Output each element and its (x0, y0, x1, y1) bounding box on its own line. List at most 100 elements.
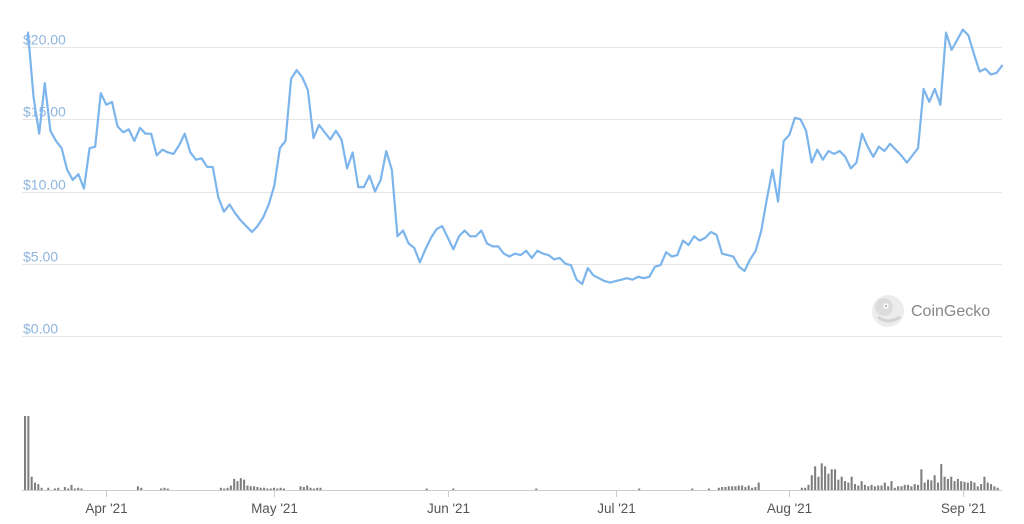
volume-bar (880, 485, 883, 490)
volume-bar (837, 479, 840, 490)
volume-bar (744, 487, 747, 490)
volume-bar (986, 482, 989, 490)
y-tick-label: $20.00 (23, 32, 66, 48)
volume-bar (960, 481, 963, 490)
volume-bar (903, 484, 906, 490)
volume-bar (37, 484, 40, 490)
volume-bar (269, 488, 272, 490)
volume-bar (246, 485, 249, 490)
volume-bar (757, 482, 760, 490)
volume-bar (824, 466, 827, 490)
volume-bar (80, 488, 83, 490)
volume-bar (70, 484, 73, 490)
volume-bar (970, 481, 973, 490)
volume-bar (966, 482, 969, 490)
volume-bar (302, 487, 305, 490)
volume-bar (963, 481, 966, 490)
volume-bar (863, 484, 866, 490)
volume-bar (67, 488, 70, 490)
volume-bar (890, 481, 893, 490)
volume-bar (907, 484, 910, 490)
volume-bar (893, 487, 896, 490)
volume-bar (259, 487, 262, 490)
volume-bar (691, 488, 694, 490)
volume-bar (727, 486, 730, 490)
volume-bar (860, 481, 863, 490)
volume-bar (953, 481, 956, 490)
volume-bar (312, 488, 315, 490)
volume-bar (741, 485, 744, 490)
volume-bar (897, 486, 900, 490)
volume-bar (638, 488, 641, 490)
volume-bar (956, 478, 959, 490)
volume-bar (299, 486, 302, 490)
volume-bar (535, 488, 538, 490)
x-tick-label: Jun '21 (427, 501, 470, 516)
volume-bar (309, 487, 312, 490)
volume-bar (920, 469, 923, 490)
volume-bar (724, 487, 727, 490)
volume-bar (983, 476, 986, 490)
volume-bar (840, 476, 843, 490)
x-tick-label: May '21 (251, 501, 298, 516)
volume-bar (256, 487, 259, 490)
volume-bar (77, 487, 80, 490)
volume-bar (877, 485, 880, 490)
volume-bar (239, 478, 242, 490)
volume-bar (843, 481, 847, 490)
volume-bar (233, 478, 236, 490)
volume-bar (930, 480, 933, 490)
volume-bar (731, 486, 734, 490)
volume-bar (807, 484, 810, 490)
volume-bar (276, 488, 279, 490)
volume-bar (229, 485, 232, 490)
volume-bar (737, 485, 740, 490)
volume-bar (867, 486, 870, 490)
volume-bar (253, 486, 256, 490)
volume-bars (24, 416, 999, 490)
volume-bar (943, 476, 946, 490)
volume-bar (316, 487, 319, 490)
volume-bar (754, 487, 757, 490)
volume-bar (917, 484, 920, 490)
volume-bar (873, 486, 876, 490)
volume-bar (166, 488, 169, 490)
price-line (26, 28, 1004, 286)
volume-bar (73, 488, 76, 490)
volume-bar (226, 487, 229, 490)
volume-bar (751, 487, 754, 490)
volume-bar (870, 484, 873, 490)
volume-bar (946, 478, 949, 490)
volume-bar (900, 486, 903, 490)
volume-bar (236, 481, 239, 490)
volume-bar (817, 476, 820, 490)
volume-bar (425, 488, 428, 490)
price-line-layer (26, 28, 1004, 286)
volume-bar (452, 488, 455, 490)
volume-bar (223, 488, 226, 490)
volume-bar (282, 488, 285, 490)
x-axis-ticks: Apr '21 May '21 Jun '21 Jul '21 Aug '21 Sep '… (85, 490, 986, 516)
volume-bar (827, 473, 830, 490)
volume-bar (996, 487, 999, 490)
volume-bar (33, 482, 37, 490)
volume-bar (160, 488, 163, 490)
volume-bar (800, 487, 803, 490)
volume-bar (830, 469, 833, 490)
volume-bar (847, 482, 850, 490)
y-tick-label: $10.00 (23, 177, 66, 193)
grid-lines (22, 47, 1002, 337)
y-axis-labels: $20.00 $15.00 $10.00 $5.00 $0.00 (23, 32, 66, 337)
volume-bar (850, 476, 853, 490)
volume-bar (30, 476, 33, 490)
x-tick-label: Sep '21 (941, 501, 986, 516)
volume-bar (279, 487, 282, 490)
volume-bar (136, 486, 139, 490)
volume-bar (804, 487, 807, 490)
volume-bar (883, 482, 886, 490)
volume-bar (853, 484, 856, 490)
volume-bar (913, 484, 916, 490)
volume-bar (940, 464, 943, 490)
coingecko-logo-icon (872, 295, 904, 327)
y-tick-label: $15.00 (23, 104, 66, 120)
